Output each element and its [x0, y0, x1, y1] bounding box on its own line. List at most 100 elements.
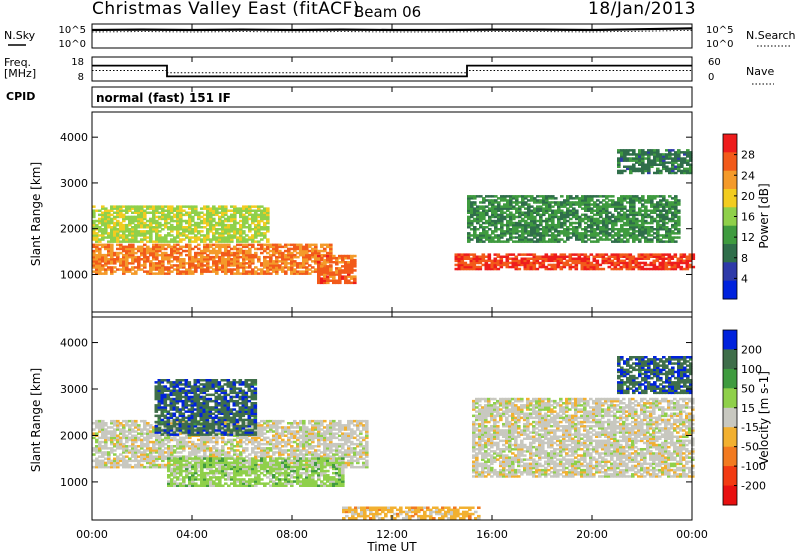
velocity-cell [143, 465, 147, 469]
power-cell [305, 255, 309, 259]
velocity-cell [248, 463, 252, 467]
power-cell [562, 257, 567, 260]
power-cell [236, 236, 240, 239]
power-cell [470, 211, 474, 214]
power-cell [479, 215, 483, 219]
velocity-cell [146, 461, 150, 465]
power-cell [572, 201, 576, 204]
power-cell [350, 271, 354, 274]
power-y-tick-label: 3000 [60, 177, 88, 190]
power-cell [266, 207, 270, 210]
noise-left-label: N.Sky [4, 29, 36, 42]
power-cell [616, 255, 621, 258]
velocity-cell [275, 451, 279, 454]
power-cell [500, 230, 504, 233]
power-cell [143, 230, 147, 233]
power-cell [568, 257, 573, 260]
power-cell [197, 264, 201, 267]
power-cell [601, 267, 606, 271]
power-cell [236, 262, 240, 265]
power-cell [200, 221, 204, 225]
power-cell [647, 197, 651, 200]
power-cell [677, 232, 681, 235]
power-cell [533, 209, 537, 212]
velocity-cell [272, 422, 276, 425]
power-cell [152, 207, 156, 210]
power-cell [628, 265, 633, 269]
velocity-cell [218, 465, 222, 469]
power-cell [470, 238, 474, 241]
power-cell [107, 260, 111, 263]
power-cell [140, 209, 144, 212]
power-cell [469, 265, 474, 269]
velocity-cell [224, 455, 228, 458]
power-cell [620, 155, 624, 158]
power-cell [137, 230, 141, 233]
power-cell [617, 201, 621, 204]
power-cell [662, 226, 666, 229]
power-cell [200, 249, 204, 253]
power-cell [556, 265, 561, 269]
velocity-cell [152, 463, 156, 467]
velocity-cell [140, 430, 144, 433]
power-cell [122, 253, 126, 257]
power-cell [529, 261, 534, 265]
power-cell [302, 272, 306, 275]
power-cell [604, 261, 609, 265]
power-cell [653, 207, 657, 210]
power-cell [473, 207, 477, 210]
power-cell [580, 259, 585, 263]
power-cell [509, 205, 513, 208]
power-cell [98, 230, 102, 233]
power-cell [647, 209, 651, 212]
power-cell [500, 234, 504, 237]
power-cell [629, 207, 633, 210]
power-cell [599, 230, 603, 233]
power-cell [290, 251, 294, 255]
power-cell [233, 213, 237, 217]
power-cell [119, 230, 123, 233]
velocity-cell [155, 451, 159, 454]
velocity-cell [296, 432, 300, 435]
power-cell [667, 257, 672, 260]
velocity-cell [101, 428, 105, 431]
power-cell [677, 157, 681, 160]
power-cell [526, 257, 531, 260]
power-cell [308, 255, 312, 259]
power-cell [662, 209, 666, 212]
velocity-cell [158, 434, 162, 437]
power-cell [520, 259, 525, 263]
power-cell [221, 243, 225, 247]
power-cell [233, 211, 237, 214]
power-cell [119, 213, 123, 217]
power-cell [656, 234, 660, 237]
power-cell [649, 253, 654, 256]
power-cell [518, 211, 522, 214]
power-cell [527, 223, 531, 227]
power-cell [122, 249, 126, 253]
power-cell [616, 257, 621, 260]
power-cell [554, 238, 558, 241]
power-cell [176, 213, 180, 217]
power-cell [593, 236, 597, 239]
power-cell [670, 257, 675, 260]
velocity-cell [296, 424, 300, 427]
power-cell [134, 240, 138, 243]
power-cell [248, 262, 252, 265]
power-cell [131, 260, 135, 263]
power-cell [134, 219, 138, 223]
power-cell [278, 268, 282, 271]
power-cell [158, 226, 162, 229]
power-cell [146, 272, 150, 275]
power-cell [665, 213, 669, 217]
velocity-cell [182, 455, 186, 458]
velocity-cell [266, 424, 270, 427]
power-cell [95, 243, 99, 247]
power-cell [305, 245, 309, 249]
power-cell [478, 257, 483, 260]
power-cell [610, 263, 615, 267]
power-cell [293, 264, 297, 267]
power-cell [233, 232, 237, 235]
power-cell [185, 221, 189, 225]
velocity-cell [206, 449, 210, 452]
